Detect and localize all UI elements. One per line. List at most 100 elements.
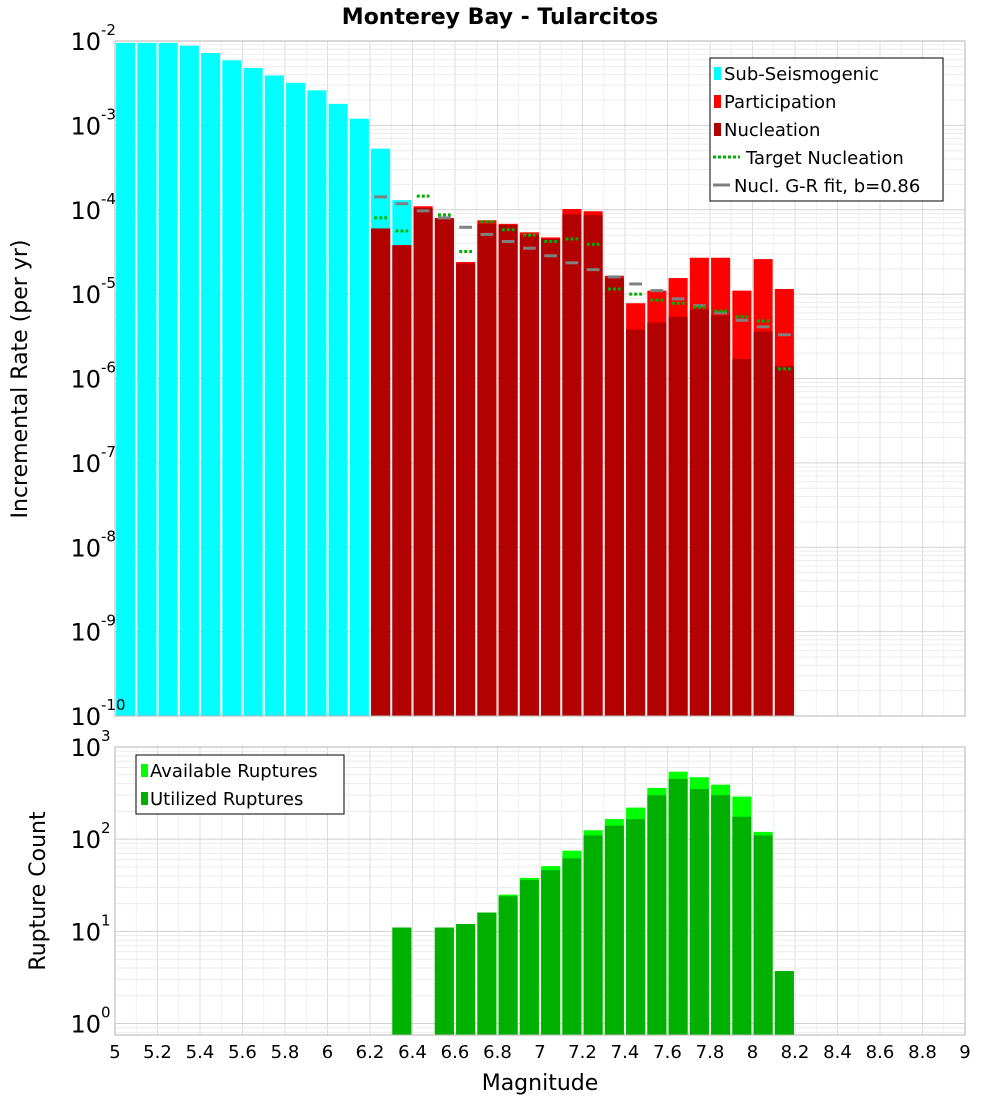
x-tick-label: 5	[109, 1042, 120, 1063]
nucleation-bar	[413, 207, 433, 716]
nucleation-bar	[647, 322, 667, 716]
sub-seismogenic-bar	[307, 90, 327, 716]
legend-label-sub-seismogenic: Sub-Seismogenic	[724, 64, 879, 85]
nucleation-bar	[456, 263, 476, 716]
utilized-ruptures-bar	[647, 795, 667, 1035]
utilized-ruptures-bar	[519, 880, 539, 1035]
legend-label-participation: Participation	[724, 92, 836, 113]
top-ytick-exponent: -8	[101, 527, 116, 545]
top-plot-frame	[114, 40, 966, 717]
x-tick-label: 6.2	[356, 1042, 385, 1063]
utilized-ruptures-bar	[541, 870, 561, 1035]
legend-label-target-nucleation: Target Nucleation	[745, 148, 904, 169]
nucleation-bar	[689, 309, 709, 716]
x-tick-label: 5.8	[271, 1042, 300, 1063]
nucleation-bar	[583, 215, 603, 717]
top-legend: Sub-Seismogenic Participation Nucleation…	[709, 57, 944, 202]
x-tick-label: 5.2	[143, 1042, 172, 1063]
x-tick-label: 6	[322, 1042, 333, 1063]
nucleation-bar	[626, 329, 646, 716]
x-tick-label: 5.4	[186, 1042, 215, 1063]
top-ytick-label: 10	[70, 703, 101, 731]
top-ytick-label: 10	[70, 28, 101, 56]
top-ytick-exponent: -6	[101, 359, 116, 377]
legend-label-utilized-ruptures: Utilized Ruptures	[150, 789, 303, 810]
utilized-ruptures-bar	[668, 778, 688, 1035]
top-ytick-exponent: -5	[101, 274, 116, 292]
x-tick-label: 7.2	[568, 1042, 597, 1063]
top-ytick-label: 10	[70, 281, 101, 309]
sub-seismogenic-bar	[137, 42, 157, 716]
bottom-legend: Available Ruptures Utilized Ruptures	[135, 754, 345, 815]
bottom-ytick-label: 10	[70, 1010, 101, 1038]
top-ytick-label: 10	[70, 450, 101, 478]
top-ytick-label: 10	[70, 366, 101, 394]
nucleation-bar	[477, 223, 497, 716]
legend-label-gr-fit: Nucl. G-R fit, b=0.86	[734, 176, 920, 197]
nucleation-bar	[498, 224, 518, 716]
utilized-ruptures-bar	[456, 924, 476, 1035]
top-ytick-exponent: -10	[101, 696, 126, 714]
x-tick-label: 8.8	[908, 1042, 937, 1063]
bottom-ytick-exponent: 0	[101, 1003, 111, 1021]
utilized-ruptures-bar	[753, 835, 773, 1035]
top-legend-box	[709, 57, 944, 202]
nucleation-bar	[434, 218, 454, 716]
sub-seismogenic-bar	[201, 53, 221, 716]
legend-swatch-available-ruptures	[141, 764, 148, 777]
legend-swatch-participation	[714, 95, 721, 108]
bottom-ytick-label: 10	[70, 826, 101, 854]
bottom-ytick-exponent: 1	[101, 911, 111, 929]
x-tick-label: 8.2	[781, 1042, 810, 1063]
utilized-ruptures-bar	[689, 789, 709, 1035]
nucleation-bar	[519, 235, 539, 716]
sub-seismogenic-bar	[158, 42, 178, 716]
chart-title: Monterey Bay - Tularcitos	[342, 5, 658, 30]
nucleation-bar	[371, 228, 391, 716]
utilized-ruptures-bar	[604, 825, 624, 1035]
nucleation-bar	[668, 316, 688, 716]
legend-label-available-ruptures: Available Ruptures	[150, 761, 318, 782]
bottom-plot-frame	[114, 746, 966, 1036]
bottom-legend-box	[135, 754, 345, 815]
x-tick-label: 7.4	[611, 1042, 640, 1063]
x-tick-label: 8.6	[866, 1042, 895, 1063]
top-ytick-label: 10	[70, 112, 101, 140]
x-tick-label: 5.6	[228, 1042, 257, 1063]
top-ytick-exponent: -4	[101, 190, 116, 208]
nucleation-bar	[732, 359, 752, 716]
utilized-ruptures-bar	[732, 816, 752, 1035]
utilized-ruptures-bar	[498, 896, 518, 1035]
legend-swatch-sub-seismogenic	[714, 67, 721, 80]
x-tick-label: 6.6	[441, 1042, 470, 1063]
sub-seismogenic-bar	[243, 67, 263, 717]
top-ytick-label: 10	[70, 619, 101, 647]
nucleation-bar	[753, 331, 773, 716]
nucleation-bar	[711, 315, 731, 716]
sub-seismogenic-bar	[179, 45, 199, 717]
top-ytick-exponent: -2	[101, 21, 116, 39]
top-ytick-exponent: -7	[101, 443, 116, 461]
bottom-ytick-exponent: 2	[101, 819, 111, 837]
nucleation-bar	[562, 214, 582, 717]
sub-seismogenic-bar	[349, 118, 369, 716]
top-ytick-exponent: -9	[101, 612, 116, 630]
nucleation-bar	[604, 278, 624, 716]
x-tick-label: 7.8	[696, 1042, 725, 1063]
bottom-ytick-exponent: 3	[101, 727, 111, 745]
legend-swatch-nucleation	[714, 123, 721, 136]
nucleation-bar	[541, 239, 561, 716]
utilized-ruptures-bar	[774, 971, 794, 1035]
bottom-y-axis-label: Rupture Count	[26, 811, 51, 971]
sub-seismogenic-bar	[328, 103, 348, 717]
x-tick-label: 9	[959, 1042, 970, 1063]
utilized-ruptures-bar	[477, 912, 497, 1035]
sub-seismogenic-bar	[116, 42, 136, 716]
bottom-ytick-label: 10	[70, 734, 101, 762]
x-tick-label: 7	[534, 1042, 545, 1063]
utilized-ruptures-bar	[711, 795, 731, 1035]
x-tick-label: 8	[747, 1042, 758, 1063]
utilized-ruptures-bar	[392, 927, 412, 1035]
sub-seismogenic-bar	[264, 75, 284, 717]
